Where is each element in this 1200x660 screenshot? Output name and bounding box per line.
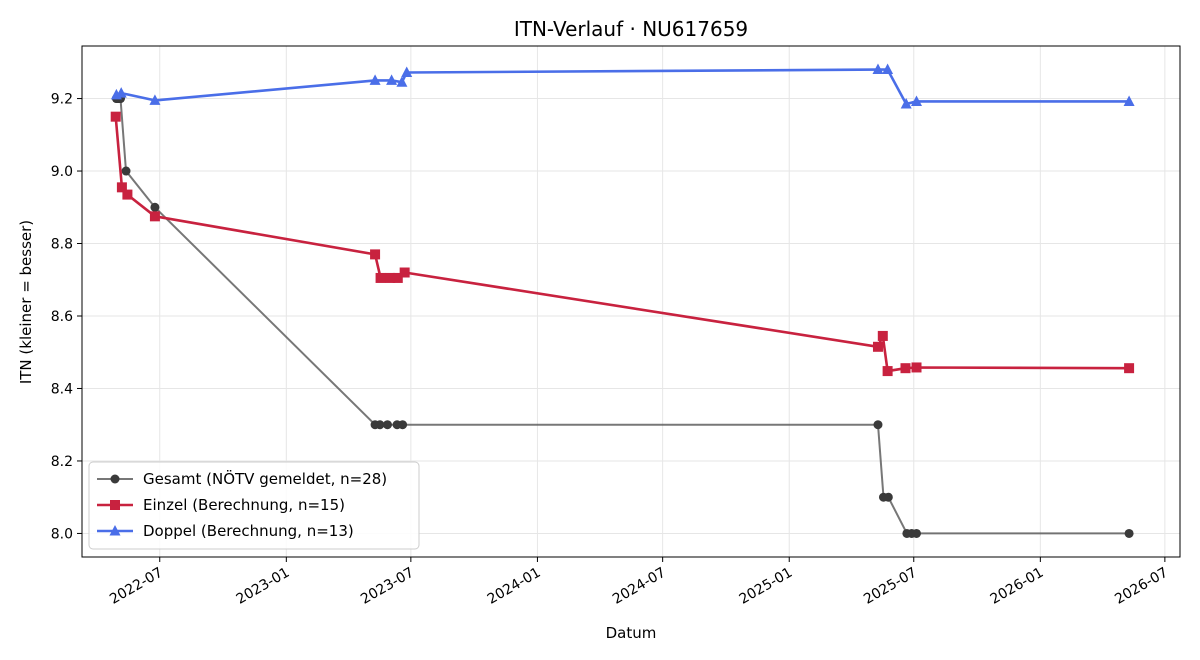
- data-point: [1123, 95, 1135, 106]
- legend-entry: Doppel (Berechnung, n=13): [97, 522, 354, 540]
- plot-frame: [81, 45, 1181, 558]
- y-axis-ticks: 8.0 8.2 8.4 8.6 8.8 9.0 9.2: [51, 92, 82, 542]
- data-point: [401, 66, 413, 77]
- data-point: [149, 94, 161, 105]
- data-point: [370, 249, 381, 260]
- data-point: [386, 74, 398, 85]
- y-tick-label: 8.0: [51, 526, 73, 542]
- x-tick-label: 2024-07: [610, 565, 669, 608]
- y-axis-title: ITN (kleiner = besser): [17, 220, 35, 384]
- y-tick-label: 8.2: [51, 454, 73, 470]
- chart-title: ITN-Verlauf · NU617659: [514, 17, 748, 41]
- x-tick-label: 2022-07: [107, 565, 166, 608]
- x-tick-label: 2026-01: [988, 565, 1047, 608]
- data-point: [882, 366, 893, 377]
- legend-marker: [109, 525, 121, 536]
- x-tick-label: 2025-07: [861, 565, 920, 608]
- y-tick-label: 9.2: [51, 92, 73, 108]
- data-point: [911, 95, 923, 106]
- data-point: [882, 63, 894, 75]
- data-point: [911, 362, 922, 373]
- data-point: [149, 211, 160, 222]
- data-point: [1124, 363, 1135, 374]
- data-point: [150, 202, 160, 212]
- data-point: [375, 420, 385, 430]
- legend-entry: Gesamt (NÖTV gemeldet, n=28): [97, 469, 387, 488]
- data-point: [900, 363, 911, 374]
- x-tick-label: 2023-01: [234, 565, 293, 608]
- series-square: [110, 111, 1135, 377]
- data-point: [399, 267, 410, 278]
- legend-marker: [110, 474, 120, 484]
- data-point: [375, 272, 386, 283]
- data-point: [116, 182, 127, 193]
- data-point: [1124, 528, 1134, 538]
- data-point: [873, 420, 883, 430]
- x-axis-ticks: 2022-07 2023-01 2023-07 2024-01 2024-07 2025-…: [107, 557, 1171, 608]
- data-point: [872, 63, 884, 75]
- legend-entry: Einzel (Berechnung, n=15): [97, 496, 345, 514]
- legend-label: Gesamt (NÖTV gemeldet, n=28): [143, 469, 387, 488]
- legend-marker: [110, 500, 120, 510]
- data-point: [382, 420, 392, 430]
- y-tick-label: 8.4: [51, 381, 73, 397]
- y-tick-label: 9.0: [51, 164, 73, 180]
- data-point: [121, 166, 131, 176]
- data-point: [912, 528, 922, 538]
- data-point: [385, 272, 396, 283]
- legend-label: Doppel (Berechnung, n=13): [143, 522, 354, 540]
- data-point: [110, 111, 121, 122]
- plot-series: [110, 63, 1135, 538]
- x-tick-label: 2024-01: [485, 565, 544, 608]
- data-point: [122, 189, 133, 200]
- data-point: [883, 492, 893, 502]
- data-point: [872, 341, 883, 352]
- data-point: [398, 420, 408, 430]
- x-tick-label: 2026-07: [1112, 565, 1171, 608]
- data-point: [115, 87, 127, 98]
- data-point: [900, 97, 912, 109]
- x-axis-title: Datum: [606, 624, 657, 642]
- data-point: [877, 330, 888, 341]
- data-point: [396, 76, 408, 87]
- x-tick-label: 2025-01: [737, 565, 796, 608]
- data-point: [392, 272, 403, 283]
- series-triangle: [110, 63, 1135, 109]
- legend: Gesamt (NÖTV gemeldet, n=28) Einzel (Bere…: [88, 461, 420, 550]
- data-point: [369, 74, 381, 85]
- y-tick-label: 8.6: [51, 309, 73, 325]
- legend-label: Einzel (Berechnung, n=15): [143, 496, 345, 514]
- x-tick-label: 2023-07: [358, 565, 417, 608]
- legend-box: [88, 461, 420, 550]
- y-tick-label: 8.8: [51, 237, 73, 253]
